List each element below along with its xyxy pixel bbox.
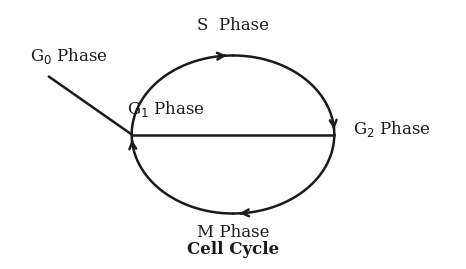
- Text: G$_2$ Phase: G$_2$ Phase: [353, 119, 431, 139]
- Text: G$_1$ Phase: G$_1$ Phase: [127, 99, 205, 119]
- Text: M Phase: M Phase: [197, 224, 269, 241]
- Text: G$_0$ Phase: G$_0$ Phase: [30, 46, 109, 66]
- Text: S  Phase: S Phase: [197, 17, 269, 34]
- Text: Cell Cycle: Cell Cycle: [187, 241, 279, 258]
